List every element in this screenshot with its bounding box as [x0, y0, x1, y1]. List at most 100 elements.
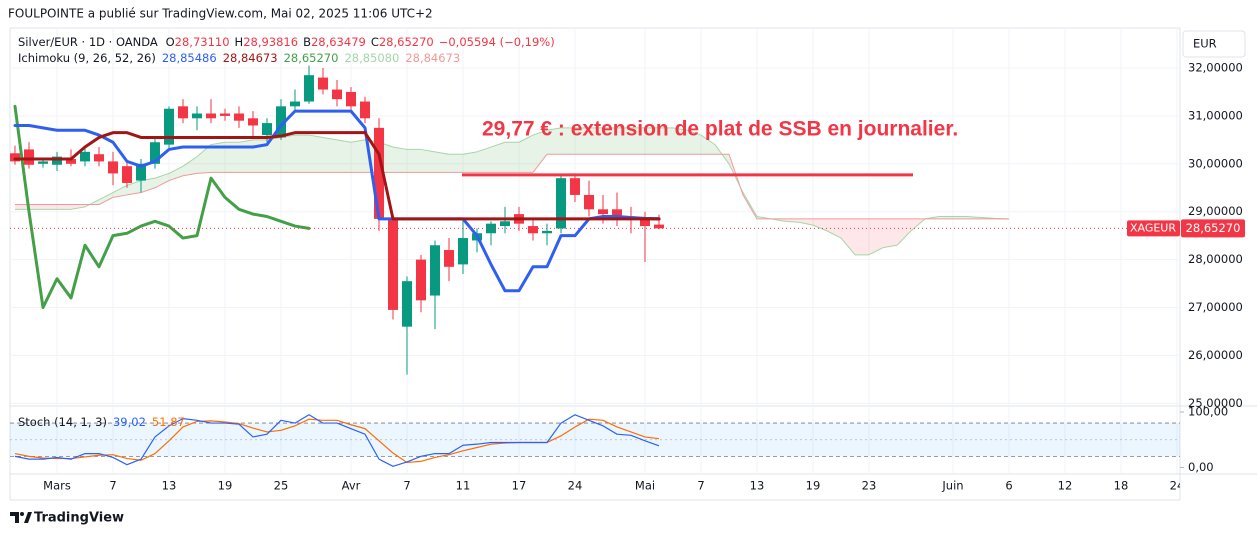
candle-body [108, 161, 118, 174]
symbol-tag [1127, 220, 1180, 237]
cloud-fill [687, 130, 701, 155]
indicator-title: Ichimoku (9, 26, 52, 26) [18, 51, 156, 65]
candle-body [248, 118, 258, 126]
cloud-fill [533, 130, 547, 173]
ohlc-key: B [303, 35, 311, 49]
y-tick-label: 0,00 [1188, 460, 1214, 474]
plot-area [10, 65, 1180, 467]
cloud-line [15, 153, 1010, 220]
cloud-fill [547, 127, 561, 155]
footer-logo [10, 512, 32, 523]
cloud-fill [897, 218, 911, 246]
cloud-fill [225, 142, 239, 173]
cloud-fill [701, 135, 715, 155]
indicator-value: 28,84673 [405, 51, 460, 65]
cloud-fill [337, 139, 351, 173]
cloud-fill [29, 204, 43, 210]
ohlc-value: 28,63479 [311, 35, 366, 49]
cloud-fill [659, 127, 673, 155]
candle-body [94, 154, 104, 162]
x-tick-label: 18 [1114, 479, 1129, 493]
candle-body [38, 161, 48, 164]
indicator-value: 28,84673 [223, 51, 278, 65]
cloud-fill [855, 218, 869, 255]
currency-box[interactable]: EUR [1182, 30, 1246, 58]
legend-row: Silver/EUR · 1D · OANDA O28,73110 H28,9381… [18, 35, 555, 49]
cloud-fill [673, 127, 687, 155]
cloud-fill [883, 218, 897, 248]
candle-body [80, 151, 90, 162]
candle-body [360, 101, 370, 119]
indicator-value: 28,85080 [344, 51, 399, 65]
stoch-line [14, 414, 660, 467]
cloud-fill [519, 135, 533, 173]
x-tick-label: 24 [1170, 479, 1185, 493]
cloud-fill [15, 204, 29, 210]
candle-body [654, 224, 664, 229]
x-tick-label: 13 [162, 479, 177, 493]
y-tick-label: 27,00000 [1188, 300, 1243, 314]
x-tick-label: Avr [342, 479, 361, 493]
candle-body [220, 113, 230, 116]
candle-body [276, 106, 286, 138]
indicator-value: 39,02 [113, 415, 146, 429]
cloud-fill [435, 151, 449, 173]
symbol-tag-label: XAGEUR [1130, 221, 1176, 234]
publish-info: FOULPOINTE a publié sur TradingView.com,… [8, 7, 433, 21]
cloud-fill [953, 216, 967, 219]
ohlc-value: 28,73110 [175, 35, 230, 49]
candle-body [598, 209, 608, 215]
cloud-fill [603, 127, 617, 155]
cloud-fill [407, 149, 421, 173]
candle-body [556, 178, 566, 229]
cloud-fill [421, 149, 435, 173]
candle-body [528, 226, 538, 234]
y-tick-label: 28,00000 [1188, 252, 1243, 266]
cloud-fill [463, 151, 477, 173]
x-tick-label: 6 [1005, 479, 1012, 493]
cloud-fill [43, 204, 57, 210]
indicator-title: Stoch (14, 1, 3) [18, 415, 107, 429]
x-tick-label: 7 [109, 479, 116, 493]
cloud-fill [309, 135, 323, 173]
stoch-line [14, 418, 660, 464]
candle-body [192, 113, 202, 119]
cloud-fill [477, 147, 491, 173]
logo-mark [24, 512, 32, 523]
candle-body [262, 123, 272, 136]
price-tag-label: 28,65270 [1186, 221, 1241, 235]
candle-body [122, 166, 132, 183]
cloud-fill [393, 147, 407, 173]
x-tick-label: 12 [1058, 479, 1073, 493]
candle-body [290, 101, 300, 107]
axes: 25,00000 26,00000 27,00000 28,00000 29,00000… [1180, 60, 1243, 474]
currency-button[interactable] [1182, 30, 1246, 58]
candle-body [458, 238, 468, 265]
y-tick-label: 32,00000 [1188, 60, 1243, 74]
indicator-value: 28,65270 [284, 51, 339, 65]
cloud-fill [617, 127, 631, 155]
candle-body [332, 89, 342, 100]
x-tick-label: 23 [862, 479, 877, 493]
x-tick-label: 7 [697, 479, 704, 493]
candle-body [136, 163, 146, 181]
x-tick-label: 13 [750, 479, 765, 493]
candle-body [234, 113, 244, 121]
logo-mark [20, 512, 24, 516]
ichimoku-line [13, 131, 661, 221]
cloud-fill [449, 154, 463, 173]
candle-body [640, 218, 650, 227]
ohlc-key: O [166, 35, 175, 49]
footer-brand: TradingView [34, 511, 124, 526]
candle-body [402, 281, 412, 327]
cloud-fill [841, 218, 855, 255]
currency-label[interactable]: EUR [1193, 37, 1217, 51]
change-value: −0,05594 (−0,19%) [439, 35, 555, 49]
cloud-fill [561, 127, 575, 155]
price-tag [1181, 219, 1245, 238]
legend-row: Stoch (14, 1, 3) 39,02 51,87 [18, 415, 185, 429]
cloud-fill [575, 127, 589, 155]
candle-body [346, 91, 356, 107]
candle-body [500, 221, 510, 227]
